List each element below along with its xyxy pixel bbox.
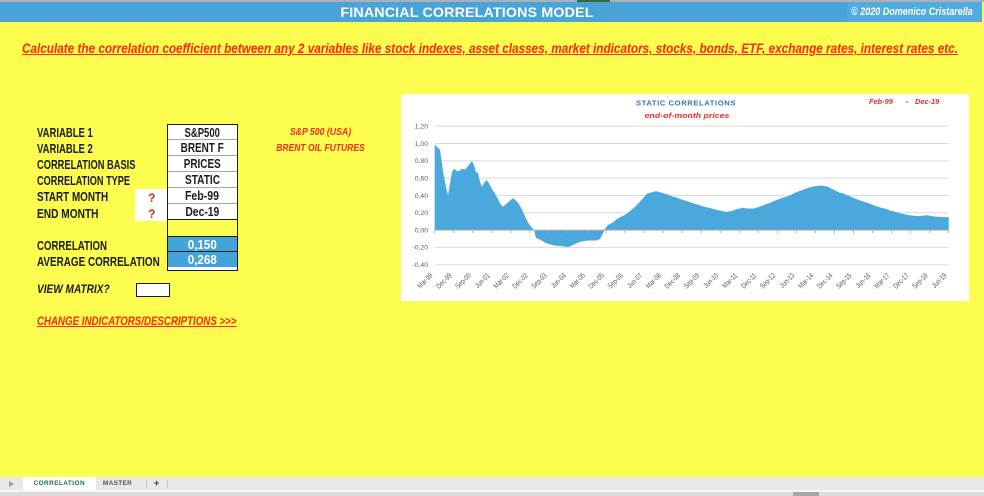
svg-text:0,80: 0,80 bbox=[415, 158, 428, 165]
svg-text:Sep-15: Sep-15 bbox=[835, 272, 854, 291]
svg-text:Mar-14: Mar-14 bbox=[797, 272, 816, 291]
svg-text:Dec-02: Dec-02 bbox=[511, 272, 530, 291]
svg-text:Sep-18: Sep-18 bbox=[911, 272, 930, 291]
svg-text:Dec-99: Dec-99 bbox=[435, 272, 454, 291]
svg-text:0,60: 0,60 bbox=[415, 175, 428, 182]
svg-text:Jun-10: Jun-10 bbox=[702, 272, 720, 290]
svg-text:Feb-99: Feb-99 bbox=[869, 97, 894, 106]
svg-text:Jun-16: Jun-16 bbox=[855, 272, 873, 290]
svg-text:-: - bbox=[906, 97, 909, 106]
svg-text:0,20: 0,20 bbox=[415, 210, 428, 217]
svg-text:0,40: 0,40 bbox=[415, 193, 428, 200]
svg-text:1,00: 1,00 bbox=[415, 141, 428, 148]
svg-text:1,20: 1,20 bbox=[415, 123, 428, 130]
svg-text:Sep-12: Sep-12 bbox=[759, 272, 778, 291]
svg-text:Dec-05: Dec-05 bbox=[587, 272, 606, 291]
svg-text:Dec-14: Dec-14 bbox=[816, 272, 835, 291]
svg-text:Dec-17: Dec-17 bbox=[892, 272, 911, 291]
svg-text:end-of-month prices: end-of-month prices bbox=[645, 112, 730, 120]
svg-text:Jun-07: Jun-07 bbox=[626, 272, 644, 290]
svg-text:Sep-03: Sep-03 bbox=[530, 272, 549, 291]
svg-text:Mar-05: Mar-05 bbox=[569, 272, 588, 291]
svg-text:-0,20: -0,20 bbox=[413, 245, 429, 252]
svg-text:Jun-01: Jun-01 bbox=[474, 272, 492, 290]
svg-text:Mar-02: Mar-02 bbox=[492, 272, 511, 291]
svg-text:Sep-00: Sep-00 bbox=[454, 272, 473, 291]
svg-text:Dec-08: Dec-08 bbox=[664, 272, 683, 291]
svg-text:Mar-11: Mar-11 bbox=[721, 272, 739, 290]
svg-text:0,00: 0,00 bbox=[415, 227, 428, 234]
svg-text:STATIC CORRELATIONS: STATIC CORRELATIONS bbox=[636, 99, 736, 108]
svg-text:Dec-19: Dec-19 bbox=[915, 97, 940, 106]
svg-text:Sep-09: Sep-09 bbox=[683, 272, 702, 291]
svg-text:Jun-19: Jun-19 bbox=[931, 272, 949, 290]
svg-text:Jun-04: Jun-04 bbox=[550, 272, 568, 290]
svg-text:Jun-13: Jun-13 bbox=[778, 272, 796, 290]
svg-text:Mar-99: Mar-99 bbox=[416, 272, 435, 291]
svg-text:Dec-11: Dec-11 bbox=[740, 272, 759, 291]
svg-text:Mar-17: Mar-17 bbox=[873, 272, 892, 291]
svg-text:Mar-08: Mar-08 bbox=[645, 272, 664, 291]
svg-text:-0,40: -0,40 bbox=[413, 262, 429, 269]
svg-text:Sep-06: Sep-06 bbox=[606, 272, 625, 291]
